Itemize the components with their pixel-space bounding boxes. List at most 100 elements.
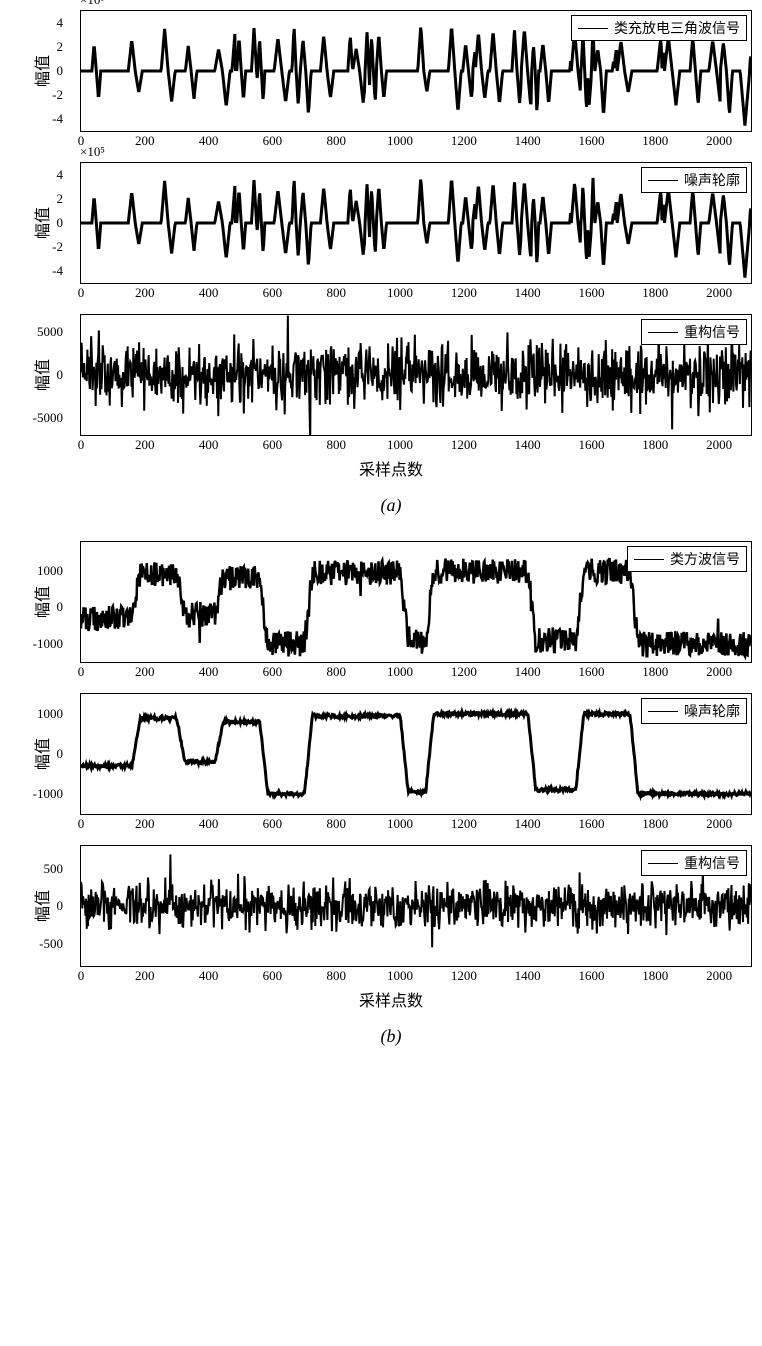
y-axis-label: 幅值 [29, 738, 53, 770]
y-tick: -2 [52, 87, 63, 103]
x-tick: 600 [263, 437, 283, 453]
y-axis-label: 幅值 [29, 207, 53, 239]
x-tick: 200 [135, 664, 155, 680]
y-tick: -500 [39, 936, 63, 952]
legend: 噪声轮廓 [641, 167, 747, 193]
x-tick: 1200 [451, 133, 477, 149]
x-tick: 1400 [515, 285, 541, 301]
x-tick: 1200 [451, 968, 477, 984]
legend: 噪声轮廓 [641, 698, 747, 724]
x-tick: 2000 [706, 437, 732, 453]
y-tick: 0 [57, 599, 64, 615]
legend-label: 重构信号 [684, 853, 740, 873]
x-tick: 1800 [642, 816, 668, 832]
plot-area: 类方波信号-1000010000200400600800100012001400… [80, 541, 752, 663]
y-tick: 2 [57, 191, 64, 207]
legend: 重构信号 [641, 850, 747, 876]
y-tick: -1000 [33, 786, 63, 802]
x-tick: 1800 [642, 437, 668, 453]
legend-label: 类充放电三角波信号 [614, 18, 740, 38]
legend-line-sample [648, 332, 678, 333]
y-exponent: ×10⁵ [80, 144, 105, 160]
y-tick: -4 [52, 111, 63, 127]
legend: 类方波信号 [627, 546, 747, 572]
x-tick: 800 [326, 133, 346, 149]
x-tick: 800 [326, 968, 346, 984]
x-tick: 1600 [578, 664, 604, 680]
y-tick: -4 [52, 263, 63, 279]
x-tick: 1200 [451, 816, 477, 832]
x-tick: 2000 [706, 968, 732, 984]
x-tick: 1400 [515, 968, 541, 984]
x-tick: 1600 [578, 133, 604, 149]
legend-label: 重构信号 [684, 322, 740, 342]
x-tick: 1200 [451, 664, 477, 680]
x-tick: 600 [263, 816, 283, 832]
legend-label: 噪声轮廓 [684, 701, 740, 721]
legend-label: 噪声轮廓 [684, 170, 740, 190]
x-tick: 0 [78, 285, 85, 301]
x-tick: 1400 [515, 437, 541, 453]
x-ticks: 0200400600800100012001400160018002000 [81, 968, 751, 984]
x-tick: 1600 [578, 816, 604, 832]
x-ticks: 0200400600800100012001400160018002000 [81, 816, 751, 832]
subplot: 幅值重构信号-500050002004006008001000120014001… [80, 845, 752, 967]
legend-line-sample [648, 711, 678, 712]
plot-area: 噪声轮廓-4-202402004006008001000120014001600… [80, 162, 752, 284]
x-tick: 1200 [451, 285, 477, 301]
x-tick: 400 [199, 664, 219, 680]
x-tick: 1400 [515, 133, 541, 149]
x-tick: 1200 [451, 437, 477, 453]
y-axis-label: 幅值 [29, 359, 53, 391]
x-tick: 1000 [387, 664, 413, 680]
x-tick: 0 [78, 664, 85, 680]
x-tick: 400 [199, 133, 219, 149]
x-tick: 800 [326, 816, 346, 832]
y-tick: 0 [57, 215, 64, 231]
x-tick: 200 [135, 437, 155, 453]
plot-area: 噪声轮廓-10000100002004006008001000120014001… [80, 693, 752, 815]
y-tick: 5000 [37, 324, 63, 340]
plot-area: 类充放电三角波信号-4-2024020040060080010001200140… [80, 10, 752, 132]
x-tick: 0 [78, 816, 85, 832]
legend-line-sample [648, 180, 678, 181]
subplot: 幅值重构信号-500005000020040060080010001200140… [80, 314, 752, 436]
x-tick: 1600 [578, 437, 604, 453]
y-tick: 2 [57, 39, 64, 55]
x-ticks: 0200400600800100012001400160018002000 [81, 133, 751, 149]
x-axis-label: 采样点数 [10, 456, 762, 480]
y-axis-label: 幅值 [29, 55, 53, 87]
y-tick: 1000 [37, 563, 63, 579]
plot-area: 重构信号-50005000200400600800100012001400160… [80, 845, 752, 967]
x-tick: 1800 [642, 133, 668, 149]
x-tick: 1800 [642, 968, 668, 984]
y-tick: 0 [57, 63, 64, 79]
y-axis-label: 幅值 [29, 586, 53, 618]
y-axis-label: 幅值 [29, 890, 53, 922]
legend: 类充放电三角波信号 [571, 15, 747, 41]
x-tick: 1800 [642, 664, 668, 680]
y-tick: 1000 [37, 706, 63, 722]
figure-caption: (b) [10, 1026, 762, 1047]
x-tick: 1600 [578, 968, 604, 984]
x-tick: 1400 [515, 816, 541, 832]
figure-group: 幅值类方波信号-10000100002004006008001000120014… [10, 541, 762, 1047]
y-tick: -5000 [33, 410, 63, 426]
x-tick: 1000 [387, 437, 413, 453]
x-tick: 200 [135, 816, 155, 832]
legend-line-sample [648, 863, 678, 864]
x-tick: 600 [263, 133, 283, 149]
x-tick: 1000 [387, 133, 413, 149]
y-tick: -2 [52, 239, 63, 255]
x-tick: 2000 [706, 664, 732, 680]
x-tick: 400 [199, 437, 219, 453]
x-tick: 200 [135, 133, 155, 149]
x-tick: 400 [199, 816, 219, 832]
x-tick: 400 [199, 968, 219, 984]
x-tick: 800 [326, 285, 346, 301]
x-tick: 1800 [642, 285, 668, 301]
x-tick: 0 [78, 968, 85, 984]
subplot: ×10⁵幅值噪声轮廓-4-202402004006008001000120014… [80, 162, 752, 284]
x-tick: 2000 [706, 285, 732, 301]
x-tick: 200 [135, 285, 155, 301]
